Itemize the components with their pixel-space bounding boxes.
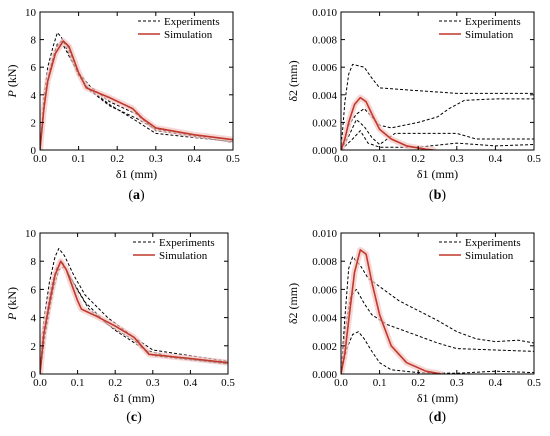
chart-panel-0: 0.0 0.1 0.2 0.3 0.4 0.5 0 2 4 6 8 10 δ1 (mm) P (kN) Ex…: [5, 7, 240, 203]
legend-label-simulation: Simulation: [465, 29, 514, 41]
y-tick-label: 0: [31, 369, 37, 381]
x-tick-label: 0.3: [450, 153, 464, 165]
series-line-experiments-0: [40, 248, 228, 374]
y-tick-label: 2: [31, 117, 37, 129]
series-line-experiments-0: [341, 63, 534, 150]
axes-frame: [340, 232, 535, 375]
chart-panel-2: 0.0 0.1 0.2 0.3 0.4 0.5 0 2 4 6 8 10 δ1 (mm) P (kN) Ex…: [5, 228, 235, 425]
plot-area: [40, 32, 233, 150]
y-tick-label: 10: [25, 228, 37, 240]
x-tick-label: 0.1: [72, 153, 86, 165]
x-tick-label: 0.0: [334, 377, 348, 389]
x-axis-label: δ1 (mm): [417, 391, 458, 405]
y-tick-label: 6: [31, 284, 37, 296]
x-tick-label: 0.0: [334, 153, 348, 165]
x-tick-label: 0.1: [373, 377, 387, 389]
y-tick-label: 4: [31, 313, 37, 325]
x-tick-label: 0.0: [33, 153, 47, 165]
series-line-simulation-0: [341, 96, 434, 150]
y-tick-label: 0.010: [312, 228, 337, 240]
axes-frame: [39, 11, 234, 151]
x-tick-label: 0.5: [226, 153, 240, 165]
chart-panel-1: 0.0 0.1 0.2 0.3 0.4 0.5 0.000 0.002 0.004 0.006 0.…: [286, 7, 541, 203]
series-line-experiments-2: [341, 119, 534, 150]
x-tick-label: 0.2: [411, 377, 425, 389]
axes-frame: [340, 11, 535, 151]
y-tick-label: 0.004: [312, 90, 337, 102]
y-tick-label: 2: [31, 341, 37, 353]
x-tick-label: 0.3: [450, 377, 464, 389]
x-tick-label: 0.4: [489, 377, 503, 389]
x-tick-label: 0.0: [33, 377, 47, 389]
x-tick-label: 0.2: [108, 377, 122, 389]
y-tick-label: 4: [31, 90, 37, 102]
series-line-experiments-2: [341, 331, 534, 374]
panel-label: (c): [126, 410, 142, 425]
series-line-experiments-1: [341, 288, 534, 374]
panel-label: (b): [429, 188, 446, 203]
x-tick-label: 0.4: [489, 153, 503, 165]
legend-label-experiments: Experiments: [159, 237, 215, 249]
series-line-experiments-0: [341, 256, 534, 374]
legend-label-experiments: Experiments: [465, 16, 521, 28]
y-tick-label: 0.008: [312, 256, 337, 268]
series-line-experiments-1: [341, 98, 534, 150]
series-line-experiments-3: [341, 130, 534, 150]
x-tick-label: 0.1: [71, 377, 85, 389]
series-line-halo: [40, 38, 233, 150]
y-tick-label: 0.000: [312, 145, 337, 157]
x-tick-label: 0.3: [146, 377, 160, 389]
legend-label-simulation: Simulation: [159, 250, 208, 262]
series-line-simulation-0: [40, 40, 233, 150]
y-tick-label: 0.002: [312, 117, 337, 129]
x-tick-label: 0.4: [184, 377, 198, 389]
y-axis-label: δ2 (mm): [286, 60, 300, 101]
legend-label-experiments: Experiments: [164, 16, 220, 28]
y-tick-label: 0.006: [312, 284, 337, 296]
series-line-simulation-0: [341, 249, 442, 374]
series-line-simulation-0: [40, 260, 228, 374]
legend-label-simulation: Simulation: [164, 29, 213, 41]
plot-area: [341, 246, 534, 374]
chart-panel-3: 0.0 0.1 0.2 0.3 0.4 0.5 0.000 0.002 0.004 0.006 0.…: [286, 228, 541, 425]
y-tick-label: 8: [31, 35, 37, 47]
y-axis-label: δ2 (mm): [286, 283, 300, 324]
x-tick-label: 0.5: [527, 377, 541, 389]
y-tick-label: 0.002: [312, 341, 337, 353]
axes-frame: [39, 232, 229, 375]
x-axis-label: δ1 (mm): [417, 167, 458, 181]
legend-label-experiments: Experiments: [465, 237, 521, 249]
x-tick-label: 0.5: [221, 377, 235, 389]
y-tick-label: 10: [25, 7, 37, 19]
x-axis-label: δ1 (mm): [116, 167, 157, 181]
y-tick-label: 0.004: [312, 313, 337, 325]
plot-area: [341, 63, 534, 150]
plot-area: [40, 248, 228, 374]
y-tick-label: 0.006: [312, 62, 337, 74]
y-tick-label: 0.010: [312, 7, 337, 19]
y-tick-label: 6: [31, 62, 37, 74]
x-tick-label: 0.1: [373, 153, 387, 165]
y-tick-label: 0.000: [312, 369, 337, 381]
x-tick-label: 0.4: [188, 153, 202, 165]
x-tick-label: 0.3: [149, 153, 163, 165]
x-tick-label: 0.2: [411, 153, 425, 165]
series-line-halo: [40, 258, 228, 374]
y-axis-label: P (kN): [5, 287, 19, 321]
panel-label: (a): [128, 188, 145, 203]
x-tick-label: 0.5: [527, 153, 541, 165]
legend-label-simulation: Simulation: [465, 250, 514, 262]
y-tick-label: 0: [31, 145, 37, 157]
x-axis-label: δ1 (mm): [113, 391, 154, 405]
y-tick-label: 0.008: [312, 35, 337, 47]
y-tick-label: 8: [31, 256, 37, 268]
panel-label: (d): [429, 410, 446, 425]
x-tick-label: 0.2: [110, 153, 124, 165]
y-axis-label: P (kN): [5, 64, 19, 98]
